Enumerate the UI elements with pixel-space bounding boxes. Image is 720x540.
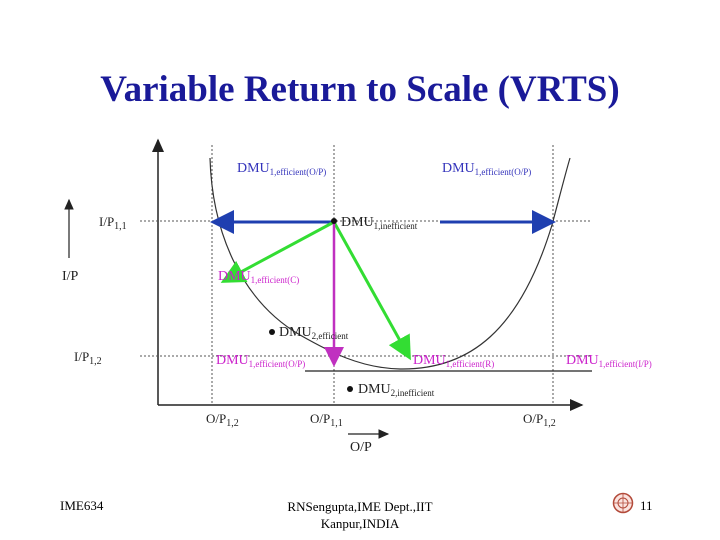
label-dmu1-inefficient: DMU1,inefficient: [341, 215, 418, 231]
green-arrow-to-c: [220, 220, 335, 283]
label-dmu1-eff-op-low: DMU1,efficient(O/P): [216, 353, 305, 369]
dotted-guides: [140, 145, 592, 405]
point-dmu1-inefficient: [331, 218, 337, 224]
y-tick-ip11: I/P1,1: [99, 214, 127, 232]
label-dmu1-eff-op-left: DMU1,efficient(O/P): [237, 161, 326, 177]
footer-author-line2: Kanpur,INDIA: [320, 516, 400, 531]
label-dmu2-inefficient: DMU2,inefficient: [358, 382, 435, 398]
x-axis-label: O/P: [350, 440, 372, 455]
institute-logo-icon: [612, 492, 634, 514]
footer-course-code: IME634: [60, 498, 104, 513]
point-dmu2-inefficient: [347, 386, 353, 392]
label-dmu1-eff-ip: DMU1,efficient(I/P): [566, 353, 652, 369]
label-dmu1-eff-r: DMU1,efficient(R): [413, 353, 494, 369]
footer-author: RNSengupta,IME Dept.,IIT Kanpur,INDIA: [250, 498, 470, 532]
label-dmu1-eff-op-right: DMU1,efficient(O/P): [442, 161, 531, 177]
vrts-frontier-curve: [209, 157, 571, 370]
green-arrow-to-r: [332, 221, 411, 361]
y-tick-ip12: I/P1,2: [74, 349, 102, 367]
y-axis-label: I/P: [62, 269, 79, 284]
point-dmu2-efficient: [269, 329, 275, 335]
label-dmu1-eff-c: DMU1,efficient(C): [218, 269, 299, 285]
label-dmu2-efficient: DMU2,efficient: [279, 325, 349, 341]
slide-title: Variable Return to Scale (VRTS): [100, 69, 620, 110]
x-tick-op11: O/P1,1: [310, 411, 343, 429]
x-tick-op12-right: O/P1,2: [523, 411, 556, 429]
page-number: 11: [640, 498, 653, 513]
footer-author-line1: RNSengupta,IME Dept.,IIT: [287, 499, 433, 514]
x-tick-op12-left: O/P1,2: [206, 411, 239, 429]
